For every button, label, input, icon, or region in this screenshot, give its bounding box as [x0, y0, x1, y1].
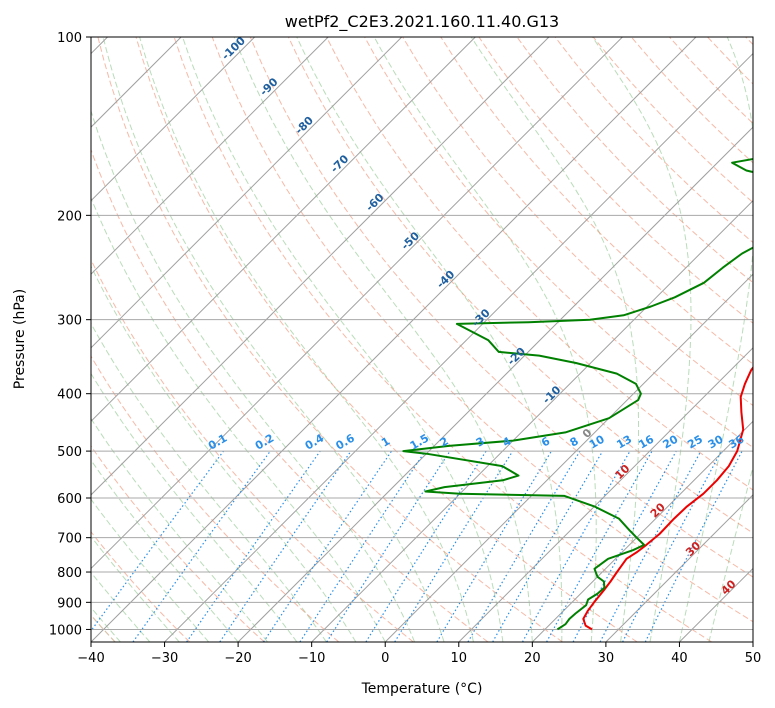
chart-title: wetPf2_C2E3.2021.160.11.40.G13	[285, 12, 559, 32]
moist-adiabat-line	[102, 37, 445, 642]
moist-adiabat-line	[91, 535, 180, 642]
isotherm-line	[91, 37, 256, 202]
isobar-gridlines	[91, 37, 753, 630]
y-tick-label: 800	[57, 566, 82, 581]
moist-adiabat-line	[91, 372, 298, 642]
y-tick-label: 700	[57, 532, 82, 547]
isotherm-line	[605, 494, 753, 642]
y-tick-label: 1000	[49, 623, 82, 638]
mixing-ratio-line	[521, 450, 631, 642]
y-axis-ticks: 1000 900 800 700 600 500 400 300 200 100	[49, 31, 91, 638]
isotherm-line	[91, 37, 403, 349]
isotherm-line	[384, 273, 753, 642]
x-tick-label: 10	[451, 651, 468, 666]
x-tick-label: −10	[298, 651, 325, 666]
dry-adiabat-line	[249, 37, 753, 578]
moist-adiabat-line	[91, 265, 357, 642]
moist-adiabat-line	[678, 37, 753, 642]
temperature-profile-line	[582, 366, 753, 631]
y-tick-label: 900	[57, 596, 82, 611]
moist-adiabat-line	[91, 498, 210, 642]
mixing-ratio-line	[326, 450, 451, 642]
moist-adiabat-line	[91, 417, 268, 642]
profile-series	[402, 157, 753, 631]
dry-adiabat-line	[440, 37, 753, 365]
x-tick-label: −40	[77, 651, 104, 666]
x-tick-label: 50	[745, 651, 762, 666]
dry-adiabat-line	[135, 37, 638, 642]
dewpoint-profile-line	[402, 157, 753, 631]
dry-adiabat-line	[326, 37, 753, 491]
isotherm-line	[91, 37, 476, 423]
moist-adiabat-line	[591, 37, 692, 642]
moist-adiabat-line	[91, 109, 416, 642]
dry-adiabat-line	[91, 445, 265, 642]
mixing-ratio-line	[299, 450, 426, 642]
mixing-ratio-line	[186, 450, 321, 642]
moist-adiabat-line	[470, 37, 640, 642]
x-tick-label: −30	[151, 651, 178, 666]
moist-adiabat-line	[139, 37, 474, 642]
dry-adiabat-line	[91, 531, 191, 642]
x-tick-label: 20	[524, 651, 541, 666]
isotherm-line	[458, 347, 753, 642]
isotherm-line	[311, 199, 753, 642]
y-tick-label: 400	[57, 388, 82, 403]
dry-adiabat-line	[91, 355, 340, 642]
isotherm-line	[91, 37, 329, 275]
mixing-ratio-line	[644, 450, 743, 642]
isotherm-line	[91, 37, 697, 642]
mixing-ratio-line	[546, 450, 653, 642]
x-tick-label: 40	[671, 651, 688, 666]
x-axis-label: Temperature (°C)	[361, 681, 483, 697]
mixing-ratio-line	[262, 450, 392, 642]
isotherm-line	[91, 37, 550, 496]
y-tick-label: 300	[57, 314, 82, 329]
dry-adiabat-line	[516, 37, 753, 284]
dry-adiabat-line	[91, 148, 489, 642]
y-tick-label: 600	[57, 492, 82, 507]
isotherm-line	[91, 37, 623, 570]
moist-adiabat-line	[296, 37, 563, 642]
moist-adiabat-line	[91, 196, 386, 642]
x-tick-label: −20	[224, 651, 251, 666]
y-tick-label: 500	[57, 445, 82, 460]
moist-adiabat-line	[233, 37, 533, 642]
plot-frame	[90, 36, 754, 643]
mixing-ratio-line	[572, 450, 677, 642]
dry-adiabat-line	[402, 37, 753, 407]
y-tick-label: 100	[57, 31, 82, 46]
isotherm-line	[531, 420, 753, 642]
moist-adiabat-line	[91, 459, 239, 642]
isotherm-line	[164, 52, 753, 642]
moist-adiabat-line	[182, 37, 504, 642]
background-reference-lines	[91, 37, 753, 642]
x-tick-label: 0	[381, 651, 389, 666]
moist-adiabat-line	[373, 37, 597, 642]
isotherm-line	[237, 126, 753, 642]
y-tick-label: 200	[57, 209, 82, 224]
dry-adiabat-line	[97, 37, 563, 642]
x-tick-label: 30	[598, 651, 615, 666]
mixing-ratio-line	[219, 450, 352, 642]
mixing-ratio-line	[132, 450, 271, 642]
x-axis-ticks: −40 −30 −20 −10 0 10 20 30 40 50	[77, 642, 761, 666]
mixing-ratio-line	[91, 450, 224, 632]
dry-adiabat-line	[211, 37, 753, 623]
y-axis-label: Pressure (hPa)	[12, 289, 28, 389]
